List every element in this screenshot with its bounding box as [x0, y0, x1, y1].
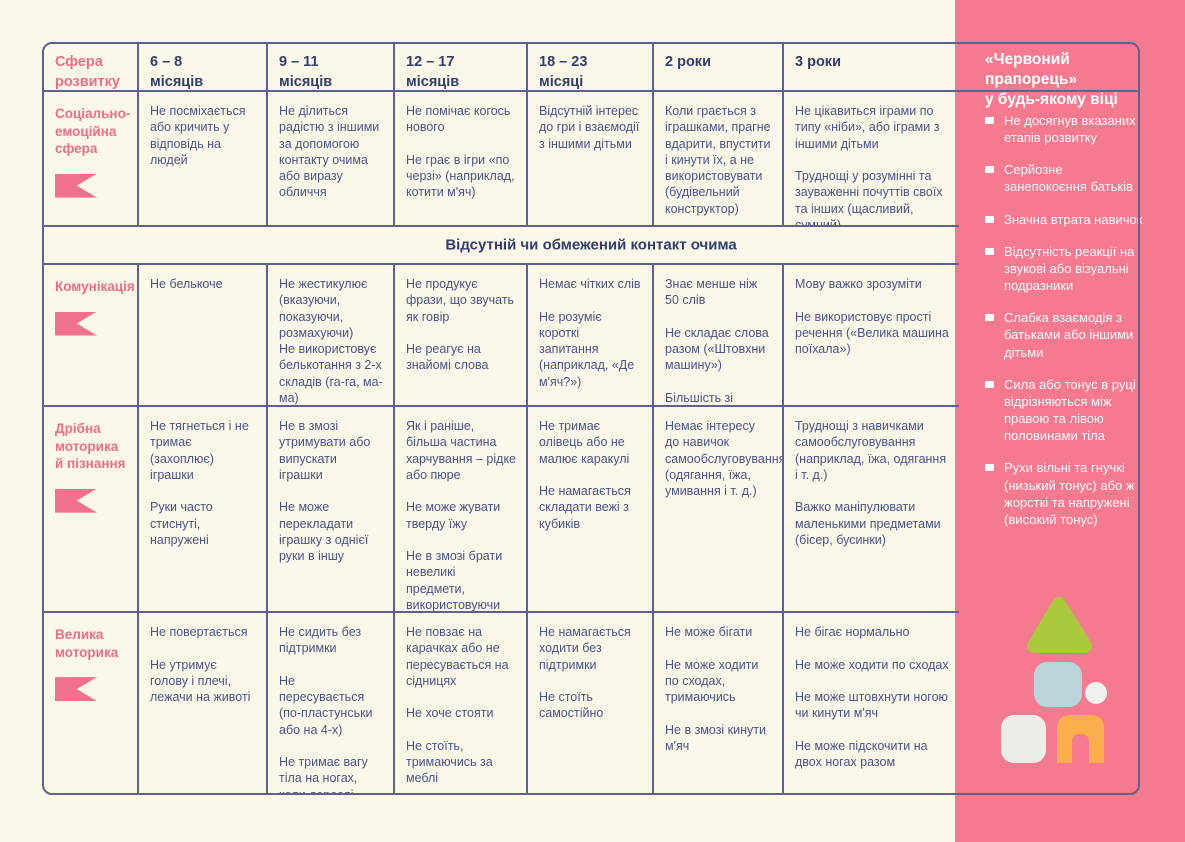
- table-cell: Не тягнеться і не тримає (захоплює) ігра…: [139, 407, 268, 611]
- red-flag-panel: «Червоний прапорець» у будь-якому віці Н…: [955, 0, 1185, 842]
- square-block-blue-icon: [1034, 662, 1082, 707]
- row-label-text: Соціально- емоційна сфера: [55, 106, 131, 157]
- red-flag-item: Не досягнув вказаних етапів розвитку: [985, 112, 1143, 146]
- table-cell: Не сидить без підтримки Не пересувається…: [268, 613, 395, 793]
- red-flag-item: Серйозне занепокоєння батьків: [985, 161, 1143, 195]
- table-cell: Не помічає когось нового Не грає в ігри …: [395, 92, 528, 225]
- flag-icon: [55, 311, 97, 336]
- column-header-18-23: 18 – 23 місяці: [528, 44, 654, 90]
- table-row-fine-motor: Дрібна моторика й пізнання Не тягнеться …: [44, 407, 959, 613]
- red-flag-item-text: Сила або тонус в руці відрізняються між …: [1004, 376, 1136, 444]
- row-label-fine-motor: Дрібна моторика й пізнання: [44, 407, 139, 611]
- table-cell: Не повзає на карачках або не пересуваєть…: [395, 613, 528, 793]
- table-cell: Коли грається з іграшками, прагне вдарит…: [654, 92, 784, 225]
- table-cell: Не белькоче: [139, 265, 268, 405]
- column-header-12-17: 12 – 17 місяців: [395, 44, 528, 90]
- square-bullet-icon: [985, 380, 994, 388]
- row-label-communication: Комунікація: [44, 265, 139, 405]
- table-cell: Не цікавиться іграми по типу «ніби», або…: [795, 104, 943, 225]
- red-flag-item-text: Рухи вільні та гнучкі (низький тонус) аб…: [1004, 460, 1135, 527]
- table-cell: Мову важко зрозуміти Не використовує про…: [795, 277, 949, 356]
- column-header-sphere: Сфера розвитку: [44, 44, 139, 90]
- square-bullet-icon: [985, 314, 994, 322]
- column-header-6-8: 6 – 8 місяців: [139, 44, 268, 90]
- table-cell: Як і раніше, більша частина харчування –…: [395, 407, 528, 611]
- milestones-table: Сфера розвитку 6 – 8 місяців 9 – 11 міся…: [42, 42, 1140, 795]
- row-label-social-emotional: Соціально- емоційна сфера: [44, 92, 139, 225]
- circle-block-icon: [1085, 682, 1107, 704]
- red-flag-item-text: Слабка взаємодія з батьками або іншими д…: [1004, 310, 1134, 360]
- table-header-row: Сфера розвитку 6 – 8 місяців 9 – 11 міся…: [44, 44, 1138, 92]
- square-block-mint-icon: [1001, 715, 1046, 763]
- table-cell: Труднощі з навичками самообслуговування …: [795, 419, 947, 547]
- table-band-row: Відсутній чи обмежений контакт очима: [44, 227, 959, 265]
- red-flag-item: Слабка взаємодія з батьками або іншими д…: [985, 309, 1143, 360]
- square-bullet-icon: [985, 166, 994, 174]
- red-flag-item: Значна втрата навичок: [985, 211, 1143, 228]
- red-flag-item-text: Не досягнув вказаних етапів розвитку: [1004, 113, 1136, 146]
- table-cell: Не в змозі утримувати або випускати ігра…: [268, 407, 395, 611]
- table-cell: Знає менше ніж 50 слів Не складає слова …: [654, 265, 784, 405]
- square-bullet-icon: [985, 215, 994, 223]
- table-cell: Не продукує фрази, що звучать як говір Н…: [395, 265, 528, 405]
- table-cell: Не посміхається або кричить у відповідь …: [139, 92, 268, 225]
- flag-icon: [55, 488, 97, 513]
- triangle-block-icon: [1027, 597, 1092, 653]
- flag-icon: [55, 677, 97, 702]
- red-flag-item-text: Серйозне занепокоєння батьків: [1004, 162, 1133, 195]
- flag-icon: [55, 173, 97, 198]
- table-cell: Немає інтересу до навичок самообслуговув…: [654, 407, 784, 611]
- red-flag-item: Сила або тонус в руці відрізняються між …: [985, 376, 1143, 445]
- red-flag-item-text: Відсутність реакції на звукові або візуа…: [1004, 243, 1135, 294]
- table-row-gross-motor: Велика моторика Не повертається Не утрим…: [44, 613, 959, 793]
- row-label-text: Велика моторика: [55, 627, 119, 660]
- row-label-text: Дрібна моторика й пізнання: [55, 421, 126, 472]
- building-blocks-illustration: [1001, 597, 1107, 763]
- red-flag-item: Рухи вільні та гнучкі (низький тонус) аб…: [985, 459, 1143, 528]
- table-cell: Не повертається Не утримує голову і плеч…: [139, 613, 268, 793]
- eye-contact-band: Відсутній чи обмежений контакт очима: [445, 236, 737, 254]
- red-flag-item: Відсутність реакції на звукові або візуа…: [985, 243, 1143, 294]
- table-row-communication: Комунікація Не белькоче Не жестикулює (в…: [44, 265, 959, 407]
- square-bullet-icon: [985, 464, 994, 472]
- red-flag-title: «Червоний прапорець» у будь-якому віці: [985, 51, 1118, 109]
- table-cell: Не бігає нормально Не може ходити по схо…: [795, 625, 949, 769]
- table-cell: Не ділиться радістю з іншими за допомого…: [268, 92, 395, 225]
- column-header-3-years: 3 роки: [795, 54, 841, 70]
- table-row-social-emotional: Соціально- емоційна сфера Не посміхаєтьс…: [44, 92, 959, 227]
- column-header-2-years: 2 роки: [654, 44, 784, 90]
- arch-block-icon: [1057, 715, 1104, 763]
- table-cell: Не тримає олівець або не малює каракулі …: [528, 407, 654, 611]
- row-label-text: Комунікація: [55, 279, 135, 294]
- red-flag-item-text: Значна втрата навичок: [1004, 211, 1143, 227]
- table-cell: Відсутній інтерес до гри і взаємодії з і…: [528, 92, 654, 225]
- table-cell: Не може бігати Не може ходити по сходах,…: [654, 613, 784, 793]
- row-label-gross-motor: Велика моторика: [44, 613, 139, 793]
- column-header-9-11: 9 – 11 місяців: [268, 44, 395, 90]
- square-bullet-icon: [985, 117, 994, 124]
- table-cell: Не жестикулює (вказуючи, показуючи, розм…: [268, 265, 395, 405]
- table-cell: Немає чітких слів Не розуміє короткі зап…: [528, 265, 654, 405]
- red-flag-list: Не досягнув вказаних етапів розвитку Сер…: [985, 112, 1143, 543]
- square-bullet-icon: [985, 247, 994, 255]
- table-cell: Не намагається ходити без підтримки Не с…: [528, 613, 654, 793]
